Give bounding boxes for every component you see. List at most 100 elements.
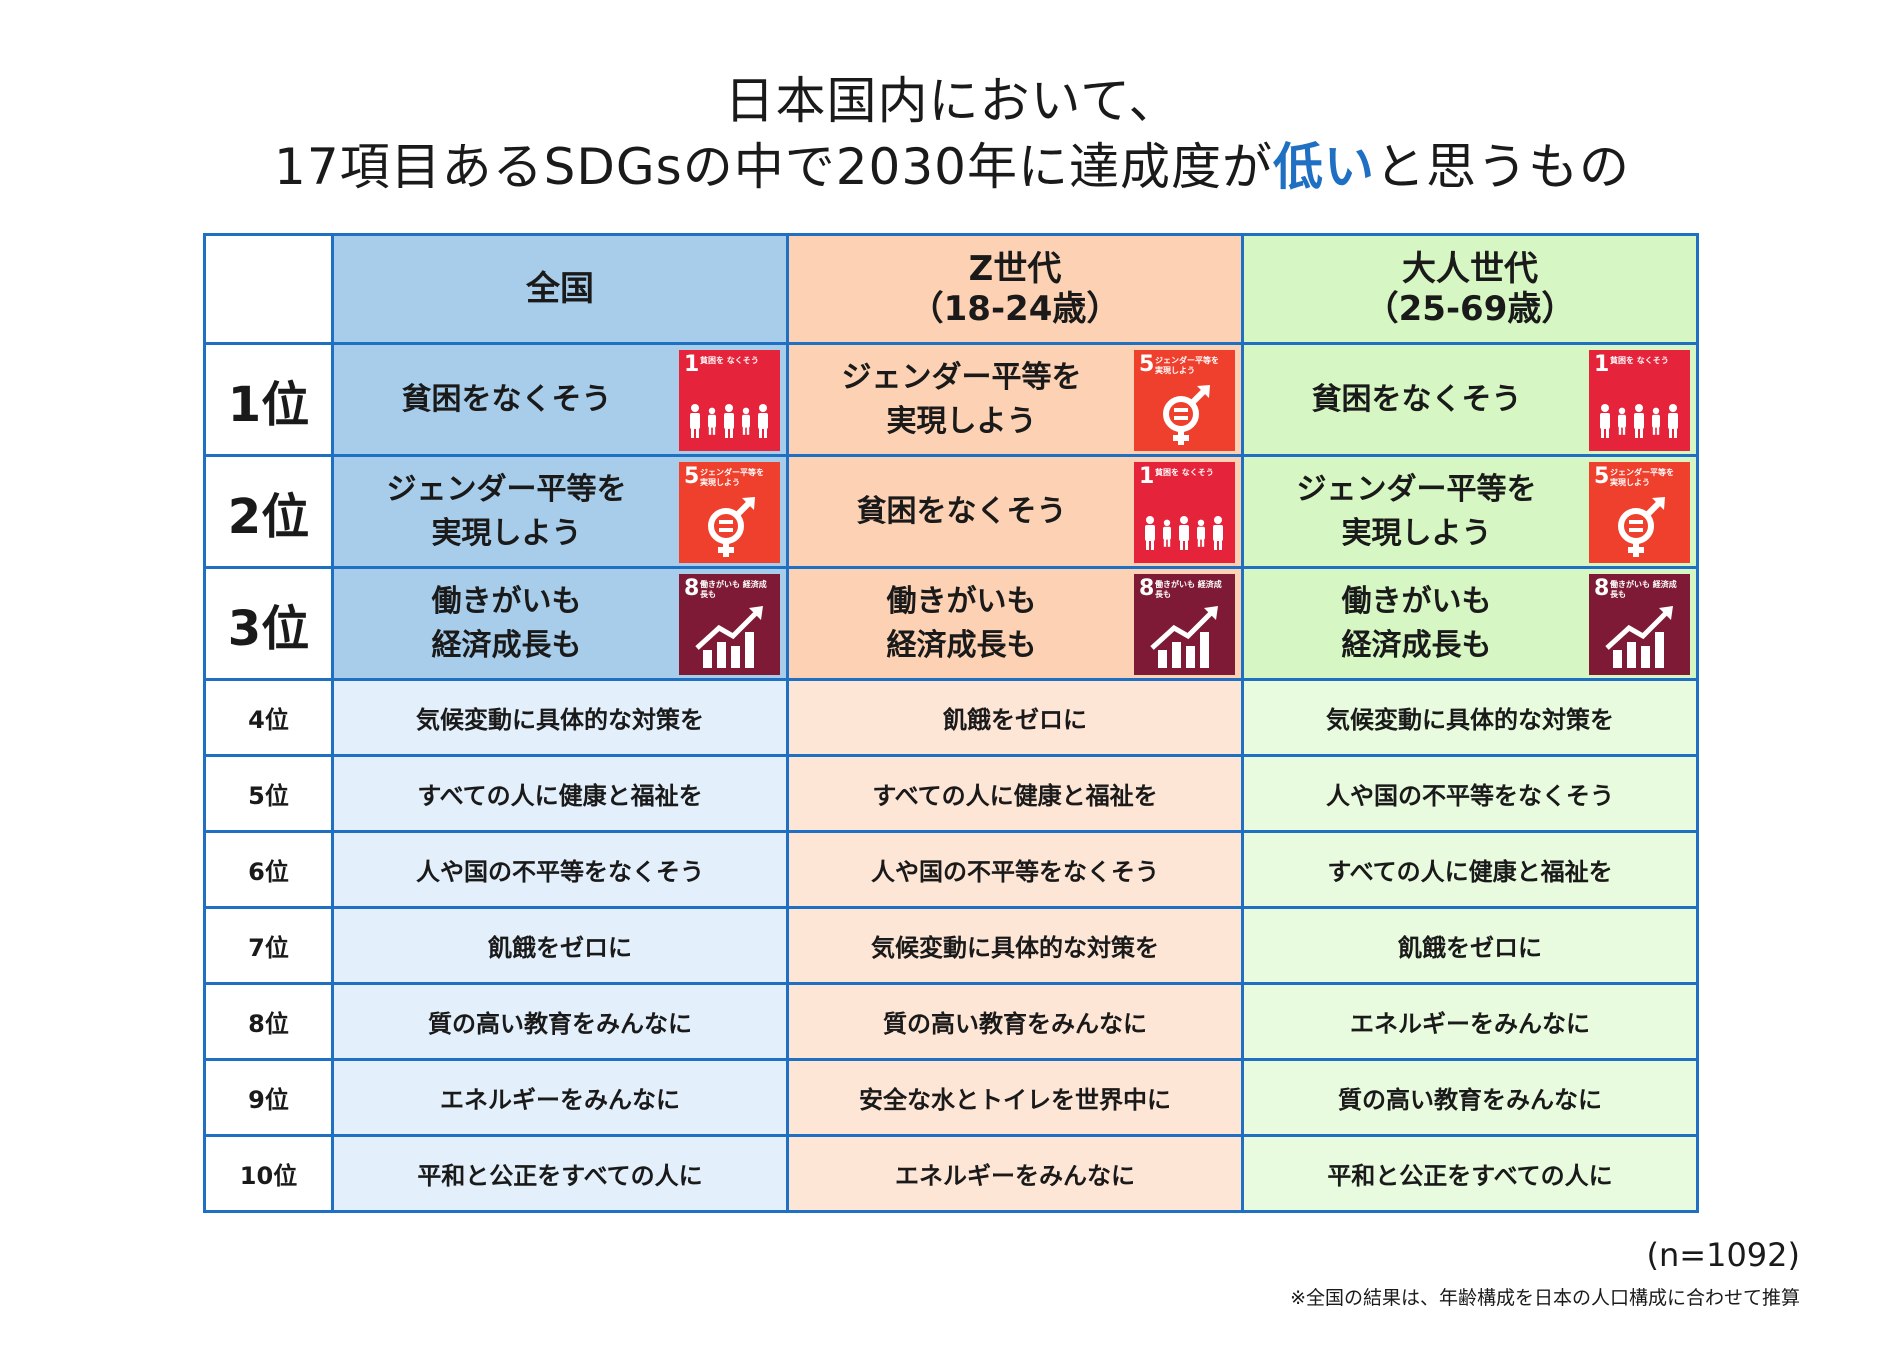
sdg-number: 8 — [1139, 576, 1155, 601]
sample-size: (n=1092) — [1646, 1236, 1801, 1274]
sdg-goal-5-badge: 5 ジェンダー平等を 実現しよう — [1589, 462, 1690, 563]
sdg-number: 8 — [684, 576, 700, 601]
goal-name: 貧困をなくそう — [1246, 347, 1590, 453]
cell-genz: 働きがいも 経済成長も 8 働きがいも 経済成長も — [786, 566, 1244, 681]
rank-label: 9位 — [203, 1058, 334, 1137]
goal-name-text: 働きがいも経済成長も — [432, 580, 582, 668]
rank-row-3: 3位 働きがいも 経済成長も 8 働きがいも 経済成長も 働きがいも 経済成長も 8 働きがいも… — [203, 566, 1699, 681]
goal-name-line1: ジェンダー平等を — [386, 471, 627, 507]
goal-name: ジェンダー平等を 実現しよう — [791, 347, 1135, 453]
goal-name-text: 貧困をなくそう — [857, 490, 1067, 534]
rank-row-10: 10位 平和と公正をすべての人に エネルギーをみんなに 平和と公正をすべての人に — [203, 1134, 1699, 1213]
rank-row-6: 6位 人や国の不平等をなくそう 人や国の不平等をなくそう すべての人に健康と福祉を — [203, 830, 1699, 909]
cell-content: ジェンダー平等を 実現しよう 5 ジェンダー平等を 実現しよう — [1246, 459, 1695, 565]
ranking-table: 全国 Z世代 （18-24歳） 大人世代 （25-69歳） 1位 貧困をなくそう 1… — [203, 233, 1699, 1213]
sdg-caption: 貧困を なくそう — [1610, 356, 1669, 365]
cell-content: 働きがいも 経済成長も 8 働きがいも 経済成長も — [1246, 571, 1695, 677]
sdg-number: 5 — [684, 464, 700, 489]
sdg-goal-5-badge: 5 ジェンダー平等を 実現しよう — [1134, 350, 1235, 451]
cell-adult: 貧困をなくそう 1 貧困を なくそう — [1241, 342, 1699, 457]
title-line-2-start: 17項目あるSDGsの中で2030年に達成度が — [274, 138, 1273, 196]
sdg-caption: ジェンダー平等を 実現しよう — [1610, 468, 1674, 487]
rank-row-4: 4位 気候変動に具体的な対策を 飢餓をゼロに 気候変動に具体的な対策を — [203, 678, 1699, 757]
cell-genz: 飢餓をゼロに — [786, 678, 1244, 757]
sdg-goal-8-badge: 8 働きがいも 経済成長も — [1134, 574, 1235, 675]
header-genz-line1: Z世代 — [968, 249, 1062, 289]
cell-genz: 質の高い教育をみんなに — [786, 982, 1244, 1061]
sdg-caption: 貧困を なくそう — [700, 356, 759, 365]
cell-content: 貧困をなくそう 1 貧困を なくそう — [1246, 347, 1695, 453]
cell-content: 貧困をなくそう 1 貧困を なくそう — [791, 459, 1240, 565]
cell-all: 働きがいも 経済成長も 8 働きがいも 経済成長も — [331, 566, 789, 681]
cell-content: ジェンダー平等を 実現しよう 5 ジェンダー平等を 実現しよう — [336, 459, 785, 565]
cell-adult: 働きがいも 経済成長も 8 働きがいも 経済成長も — [1241, 566, 1699, 681]
growth-chart-icon — [1605, 606, 1673, 668]
goal-name: 働きがいも経済成長も — [336, 571, 680, 677]
cell-adult: ジェンダー平等を 実現しよう 5 ジェンダー平等を 実現しよう — [1241, 454, 1699, 569]
cell-genz: 安全な水とトイレを世界中に — [786, 1058, 1244, 1137]
rank-label: 10位 — [203, 1134, 334, 1213]
cell-all: すべての人に健康と福祉を — [331, 754, 789, 833]
goal-name-line1: ジェンダー平等を — [1296, 471, 1537, 507]
cell-genz: すべての人に健康と福祉を — [786, 754, 1244, 833]
sdg-number: 1 — [1139, 464, 1155, 489]
goal-name-text: 働きがいも 経済成長も — [887, 580, 1037, 668]
rank-row-9: 9位 エネルギーをみんなに 安全な水とトイレを世界中に 質の高い教育をみんなに — [203, 1058, 1699, 1137]
cell-adult: 飢餓をゼロに — [1241, 906, 1699, 985]
cell-genz: エネルギーをみんなに — [786, 1134, 1244, 1213]
goal-name-line1: 貧困をなくそう — [1311, 381, 1522, 417]
goal-name-text: ジェンダー平等を 実現しよう — [842, 356, 1082, 444]
goal-name: 働きがいも 経済成長も — [1246, 571, 1590, 677]
cell-all: 人や国の不平等をなくそう — [331, 830, 789, 909]
cell-genz: ジェンダー平等を 実現しよう 5 ジェンダー平等を 実現しよう — [786, 342, 1244, 457]
cell-all: 質の高い教育をみんなに — [331, 982, 789, 1061]
gender-equality-icon — [1618, 497, 1665, 557]
goal-name-line2: 実現しよう — [886, 403, 1037, 439]
rank-row-1: 1位 貧困をなくそう 1 貧困を なくそう ジェンダー平等を 実現しよう 5 ジェンダー平等を… — [203, 342, 1699, 457]
sdg-caption: 働きがいも 経済成長も — [1155, 580, 1222, 599]
header-all: 全国 — [331, 233, 789, 345]
header-rank — [203, 233, 334, 345]
goal-name: 働きがいも 経済成長も — [791, 571, 1135, 677]
rank-label: 3位 — [203, 566, 334, 681]
sdg-goal-5-badge: 5 ジェンダー平等を 実現しよう — [679, 462, 780, 563]
cell-content: 働きがいも 経済成長も 8 働きがいも 経済成長も — [336, 571, 785, 677]
rank-row-8: 8位 質の高い教育をみんなに 質の高い教育をみんなに エネルギーをみんなに — [203, 982, 1699, 1061]
rank-label: 4位 — [203, 678, 334, 757]
sdg-number: 5 — [1139, 352, 1155, 377]
sdg-caption: 働きがいも 経済成長も — [700, 580, 767, 599]
header-all-label: 全国 — [526, 269, 594, 309]
goal-name-line1: 働きがいも — [1341, 583, 1492, 619]
cell-all: 飢餓をゼロに — [331, 906, 789, 985]
title-line-2: 17項目あるSDGsの中で2030年に達成度が低いと思うもの — [0, 134, 1904, 200]
goal-name-text: ジェンダー平等を 実現しよう — [387, 468, 627, 556]
goal-name: ジェンダー平等を 実現しよう — [336, 459, 680, 565]
rank-row-7: 7位 飢餓をゼロに 気候変動に具体的な対策を 飢餓をゼロに — [203, 906, 1699, 985]
goal-name-line2: 実現しよう — [431, 515, 582, 551]
header-adult: 大人世代 （25-69歳） — [1241, 233, 1699, 345]
sdg-number: 8 — [1594, 576, 1610, 601]
growth-chart-icon — [695, 606, 763, 668]
goal-name-line1: 働きがいも — [431, 583, 582, 619]
sdg-goal-1-badge: 1 貧困を なくそう — [1134, 462, 1235, 563]
rank-label: 1位 — [203, 342, 334, 457]
family-icon — [1600, 404, 1678, 438]
goal-name-text: ジェンダー平等を 実現しよう — [1297, 468, 1537, 556]
goal-name-line1: 貧困をなくそう — [856, 493, 1067, 529]
family-icon — [690, 404, 768, 438]
goal-name: 貧困をなくそう — [791, 459, 1135, 565]
sdg-goal-1-badge: 1 貧困を なくそう — [1589, 350, 1690, 451]
cell-all: 気候変動に具体的な対策を — [331, 678, 789, 757]
goal-name-line1: 貧困をなくそう — [401, 381, 612, 417]
goal-name-line2: 経済成長も — [431, 627, 582, 663]
header-adult-line2: （25-69歳） — [1364, 289, 1576, 329]
cell-adult: エネルギーをみんなに — [1241, 982, 1699, 1061]
sdg-caption: ジェンダー平等を 実現しよう — [1155, 356, 1219, 375]
header-adult-line1: 大人世代 — [1402, 249, 1538, 289]
rank-label: 7位 — [203, 906, 334, 985]
title-line-1: 日本国内において、 — [724, 72, 1180, 130]
rank-label: 8位 — [203, 982, 334, 1061]
gender-equality-icon — [1163, 385, 1210, 445]
cell-genz: 貧困をなくそう 1 貧困を なくそう — [786, 454, 1244, 569]
sdg-goal-1-badge: 1 貧困を なくそう — [679, 350, 780, 451]
